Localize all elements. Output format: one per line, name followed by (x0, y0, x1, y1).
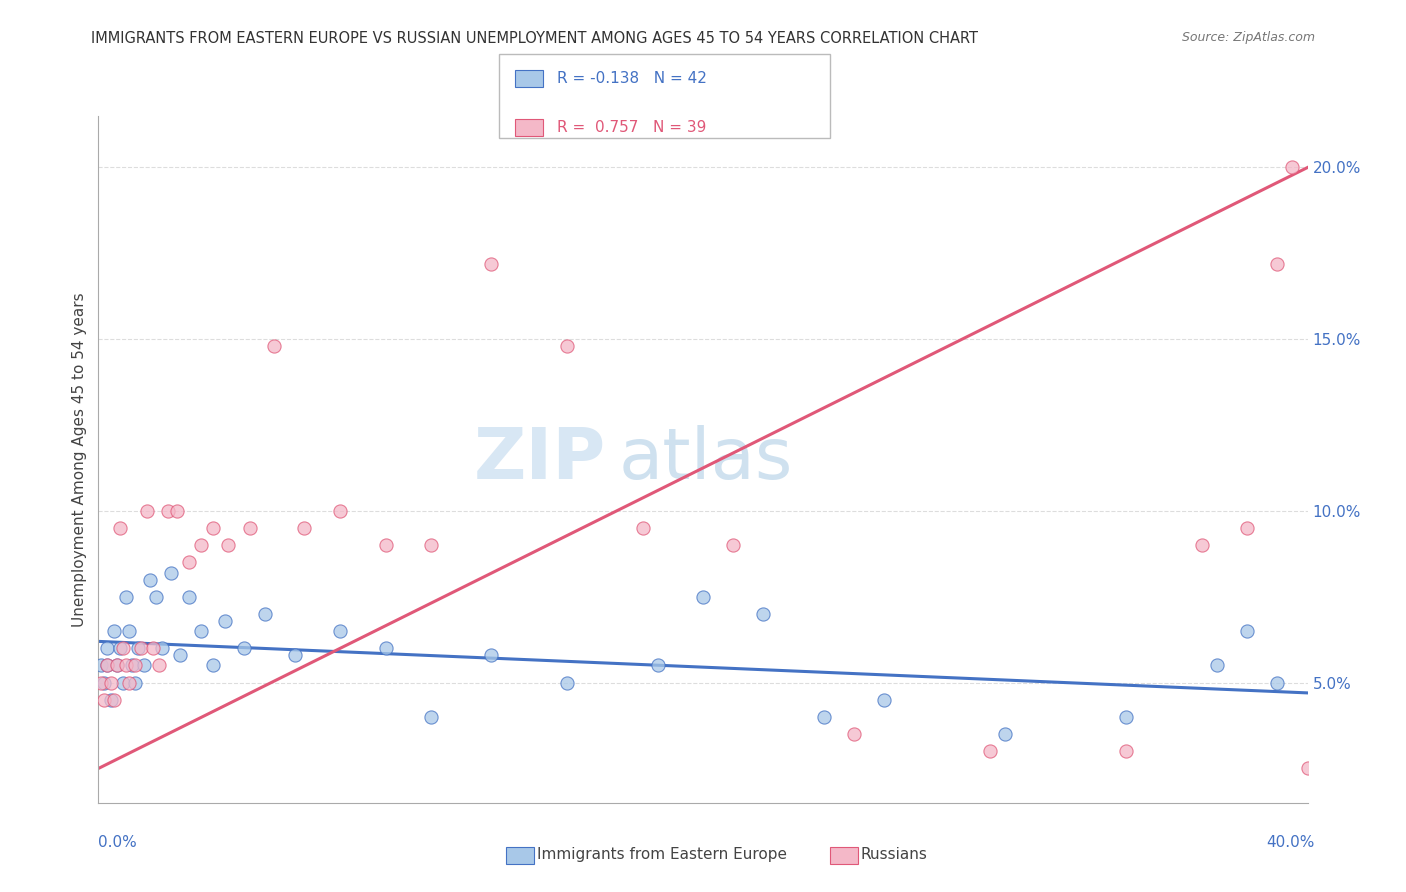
Point (190, 624, 212, 639)
Point (1267, 675, 1289, 690)
Point (844, 727, 866, 741)
Text: Source: ZipAtlas.com: Source: ZipAtlas.com (1181, 31, 1315, 45)
Point (284, 648, 307, 662)
Point (752, 607, 775, 621)
Point (873, 692, 896, 706)
Text: atlas: atlas (619, 425, 793, 494)
Point (179, 590, 201, 604)
Point (202, 521, 225, 535)
Point (1191, 538, 1213, 552)
Text: Russians: Russians (860, 847, 928, 862)
Point (1267, 257, 1289, 271)
Point (190, 538, 212, 552)
Point (420, 710, 443, 724)
Text: ZIP: ZIP (474, 425, 606, 494)
Point (631, 521, 654, 535)
Point (239, 521, 262, 535)
Point (1296, 761, 1319, 775)
Point (142, 641, 165, 656)
Point (111, 675, 134, 690)
Point (374, 538, 396, 552)
Y-axis label: Unemployment Among Ages 45 to 54 years: Unemployment Among Ages 45 to 54 years (72, 292, 87, 627)
Point (202, 658, 225, 673)
Point (723, 538, 745, 552)
Point (329, 624, 352, 639)
Point (156, 504, 179, 518)
Point (103, 624, 125, 639)
Point (647, 658, 669, 673)
Text: Immigrants from Eastern Europe: Immigrants from Eastern Europe (537, 847, 787, 862)
Point (129, 641, 152, 656)
Point (481, 257, 503, 271)
Point (114, 590, 136, 604)
Point (1236, 624, 1258, 639)
Point (105, 658, 128, 673)
Point (139, 573, 162, 587)
Point (329, 504, 352, 518)
Point (214, 614, 236, 628)
Point (124, 675, 146, 690)
Point (420, 538, 443, 552)
Point (124, 658, 146, 673)
Point (232, 641, 254, 656)
Point (105, 658, 128, 673)
Point (994, 727, 1017, 741)
Point (100, 692, 122, 706)
Point (127, 641, 149, 656)
Point (90, 675, 112, 690)
Point (1281, 161, 1303, 175)
Point (179, 555, 201, 570)
Point (481, 648, 503, 662)
Text: IMMIGRANTS FROM EASTERN EUROPE VS RUSSIAN UNEMPLOYMENT AMONG AGES 45 TO 54 YEARS: IMMIGRANTS FROM EASTERN EUROPE VS RUSSIA… (91, 31, 979, 46)
Text: 0.0%: 0.0% (98, 836, 138, 850)
Point (93, 692, 115, 706)
Point (692, 590, 714, 604)
Point (263, 339, 285, 353)
Point (135, 504, 157, 518)
Point (111, 641, 134, 656)
Point (150, 641, 173, 656)
Point (96, 658, 118, 673)
Point (555, 675, 578, 690)
Point (132, 658, 155, 673)
Point (555, 339, 578, 353)
Text: R = -0.138   N = 42: R = -0.138 N = 42 (557, 71, 707, 86)
Point (160, 566, 183, 580)
Point (93, 675, 115, 690)
Point (114, 658, 136, 673)
Point (979, 744, 1001, 758)
Text: R =  0.757   N = 39: R = 0.757 N = 39 (557, 120, 706, 135)
Point (96, 658, 118, 673)
Point (253, 607, 276, 621)
Point (1236, 521, 1258, 535)
Point (1115, 744, 1137, 758)
Point (90, 658, 112, 673)
Point (148, 658, 170, 673)
Point (813, 710, 835, 724)
Point (169, 648, 191, 662)
Point (1206, 658, 1229, 673)
Point (108, 641, 131, 656)
Point (96, 641, 118, 656)
Point (103, 692, 125, 706)
Point (217, 538, 239, 552)
Point (118, 675, 141, 690)
Point (145, 590, 167, 604)
Point (118, 624, 141, 639)
Point (1115, 710, 1137, 724)
Point (166, 504, 188, 518)
Point (108, 521, 131, 535)
Point (292, 521, 315, 535)
Point (374, 641, 396, 656)
Text: 40.0%: 40.0% (1267, 836, 1315, 850)
Point (121, 658, 143, 673)
Point (100, 675, 122, 690)
